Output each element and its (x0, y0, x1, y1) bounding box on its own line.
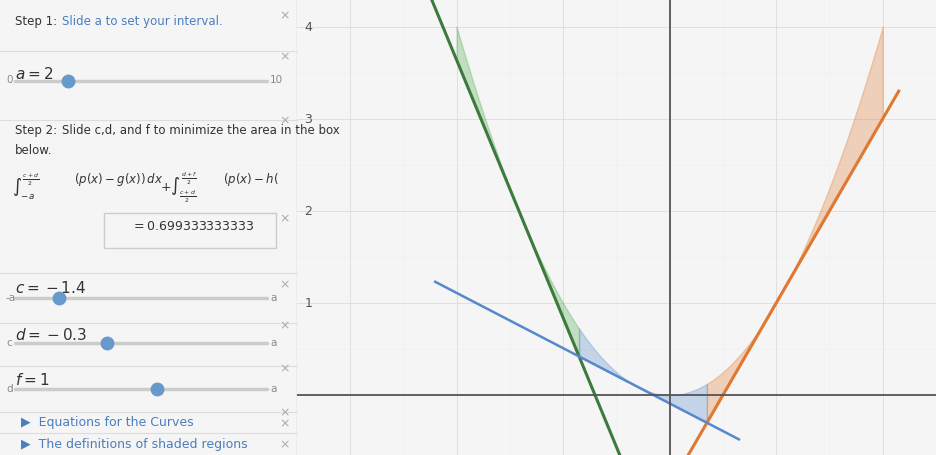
Text: ▶  Equations for the Curves: ▶ Equations for the Curves (21, 415, 194, 429)
Text: a: a (270, 292, 276, 302)
Text: ×: × (280, 51, 290, 63)
Text: Step 1:: Step 1: (15, 15, 65, 28)
Text: Slide c,d, and f to minimize the area in the box: Slide c,d, and f to minimize the area in… (63, 124, 340, 137)
Text: 1: 1 (304, 297, 313, 310)
Text: $(p(x)-h($: $(p(x)-h($ (223, 171, 278, 187)
Text: ×: × (280, 438, 290, 450)
Text: $= 0.699333333333$: $= 0.699333333333$ (130, 220, 255, 233)
Text: ×: × (280, 417, 290, 430)
Text: Step 2:: Step 2: (15, 124, 65, 137)
Text: ×: × (280, 405, 290, 418)
Text: ×: × (280, 114, 290, 127)
Text: $d = -0.3$: $d = -0.3$ (15, 326, 87, 342)
Text: $c = -1.4$: $c = -1.4$ (15, 280, 86, 296)
Text: $f = 1$: $f = 1$ (15, 371, 50, 387)
Text: $a = 2$: $a = 2$ (15, 66, 53, 82)
Text: ×: × (280, 362, 290, 375)
Text: 0: 0 (6, 75, 12, 85)
Text: $\int_{-a}^{\frac{c+d}{2}}$: $\int_{-a}^{\frac{c+d}{2}}$ (12, 171, 39, 202)
Text: c: c (6, 338, 11, 348)
Text: -a: -a (6, 292, 16, 302)
Text: $+\int_{\frac{c+d}{2}}^{\frac{d+f}{2}}$: $+\int_{\frac{c+d}{2}}^{\frac{d+f}{2}}$ (160, 171, 197, 205)
Text: below.: below. (15, 143, 52, 157)
Text: ▶  The definitions of shaded regions: ▶ The definitions of shaded regions (21, 437, 247, 450)
Text: 10: 10 (270, 75, 283, 85)
Text: $(p(x)-g(x))\,dx$: $(p(x)-g(x))\,dx$ (74, 171, 164, 187)
Text: ×: × (280, 278, 290, 291)
Text: 4: 4 (304, 21, 313, 34)
Text: 3: 3 (304, 113, 313, 126)
Text: ×: × (280, 212, 290, 225)
Text: ×: × (280, 10, 290, 22)
Text: d: d (6, 383, 12, 393)
Text: 2: 2 (304, 205, 313, 218)
Bar (104, 214, 276, 248)
Text: a: a (270, 338, 276, 348)
Text: Slide a to set your interval.: Slide a to set your interval. (63, 15, 223, 28)
Text: a: a (270, 383, 276, 393)
Text: ×: × (280, 319, 290, 332)
